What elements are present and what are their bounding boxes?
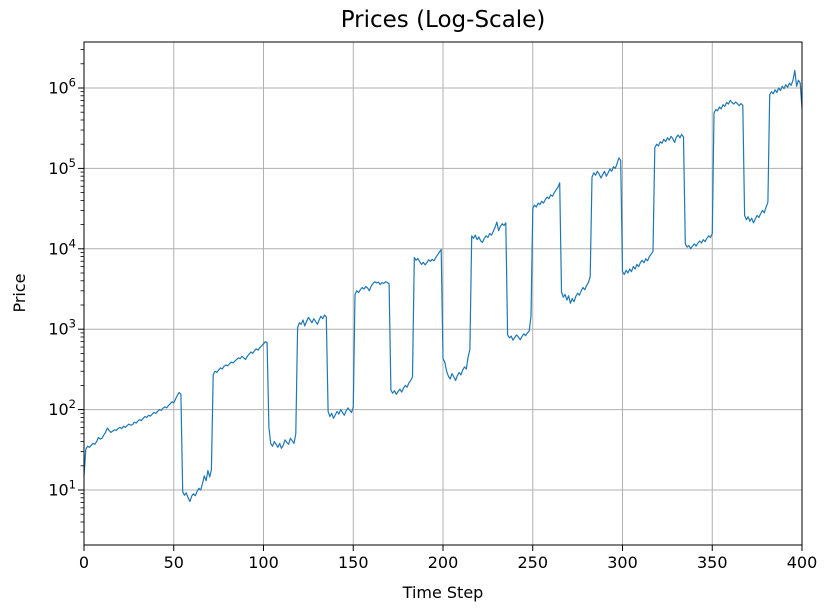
x-tick-label-150: 150 xyxy=(338,553,369,572)
x-tick-label-400: 400 xyxy=(787,553,818,572)
x-tick-label-350: 350 xyxy=(697,553,728,572)
price-line xyxy=(83,69,803,503)
y-tick-label-1e2: 102 xyxy=(48,397,76,419)
y-tick-label-1e4: 104 xyxy=(48,236,76,258)
x-tick-label-0: 0 xyxy=(79,553,89,572)
y-tick-label-1e5: 105 xyxy=(48,156,76,178)
y-axis-label: Price xyxy=(10,273,29,313)
x-tick-label-300: 300 xyxy=(607,553,638,572)
x-tick-label-200: 200 xyxy=(428,553,459,572)
chart-title: Prices (Log-Scale) xyxy=(340,7,546,33)
y-tick-label-1e3: 103 xyxy=(48,317,76,339)
x-tick-label-250: 250 xyxy=(517,553,548,572)
x-tick-label-100: 100 xyxy=(248,553,279,572)
x-tick-label-50: 50 xyxy=(164,553,184,572)
y-tick-label-1e1: 101 xyxy=(48,478,76,500)
x-axis-label: Time Step xyxy=(402,583,484,602)
y-tick-label-1e6: 106 xyxy=(48,75,76,97)
